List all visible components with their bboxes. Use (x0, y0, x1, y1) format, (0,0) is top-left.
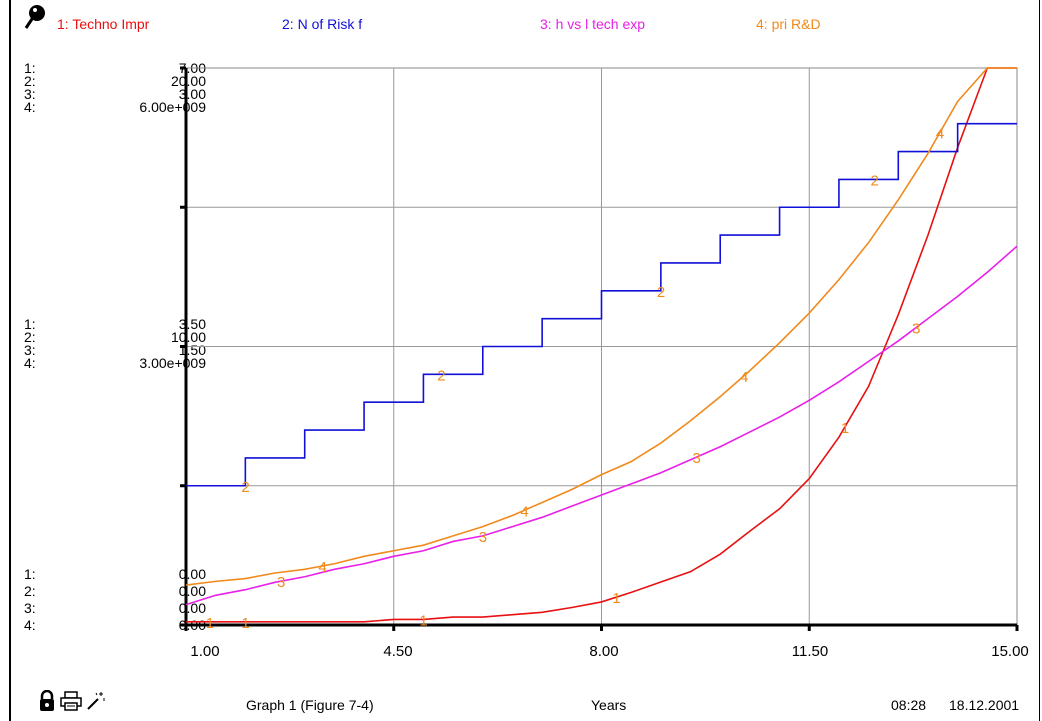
x-tick-label: 8.00 (589, 643, 618, 660)
series-point-label: 1 (241, 615, 249, 632)
series-point-label: 4 (520, 503, 528, 520)
footer-toolbar (38, 690, 106, 712)
series-point-label: 1 (419, 612, 427, 629)
series-point-label: 4 (319, 559, 327, 576)
timestamp-time: 08:28 (891, 697, 926, 713)
x-tick-label: 11.50 (792, 643, 828, 660)
timestamp-date: 18.12.2001 (949, 697, 1019, 713)
x-axis-unit: Years (591, 697, 626, 713)
series-point-label: 4 (740, 369, 748, 386)
series-point-label: 3 (277, 574, 285, 591)
series-point-label: 2 (437, 367, 445, 384)
x-tick-label: 4.50 (383, 643, 412, 660)
series-point-label: 1 (206, 615, 214, 632)
series-point-label: 1 (841, 420, 849, 437)
series-point-label: 2 (871, 172, 879, 189)
series-point-label: 2 (657, 284, 665, 301)
lock-icon[interactable] (38, 690, 56, 712)
series-point-label: 4 (936, 126, 944, 143)
x-tick-label: 15.00 (991, 643, 1029, 660)
printer-icon[interactable] (60, 691, 82, 711)
series-point-label: 2 (241, 479, 249, 496)
x-tick-label: 1.00 (190, 643, 219, 660)
graph-title: Graph 1 (Figure 7-4) (246, 697, 374, 713)
series-point-label: 3 (479, 529, 487, 546)
series-point-label: 1 (612, 590, 620, 607)
magic-wand-icon[interactable] (86, 691, 106, 711)
series-point-label: 3 (692, 450, 700, 467)
series-point-label: 3 (912, 321, 920, 338)
